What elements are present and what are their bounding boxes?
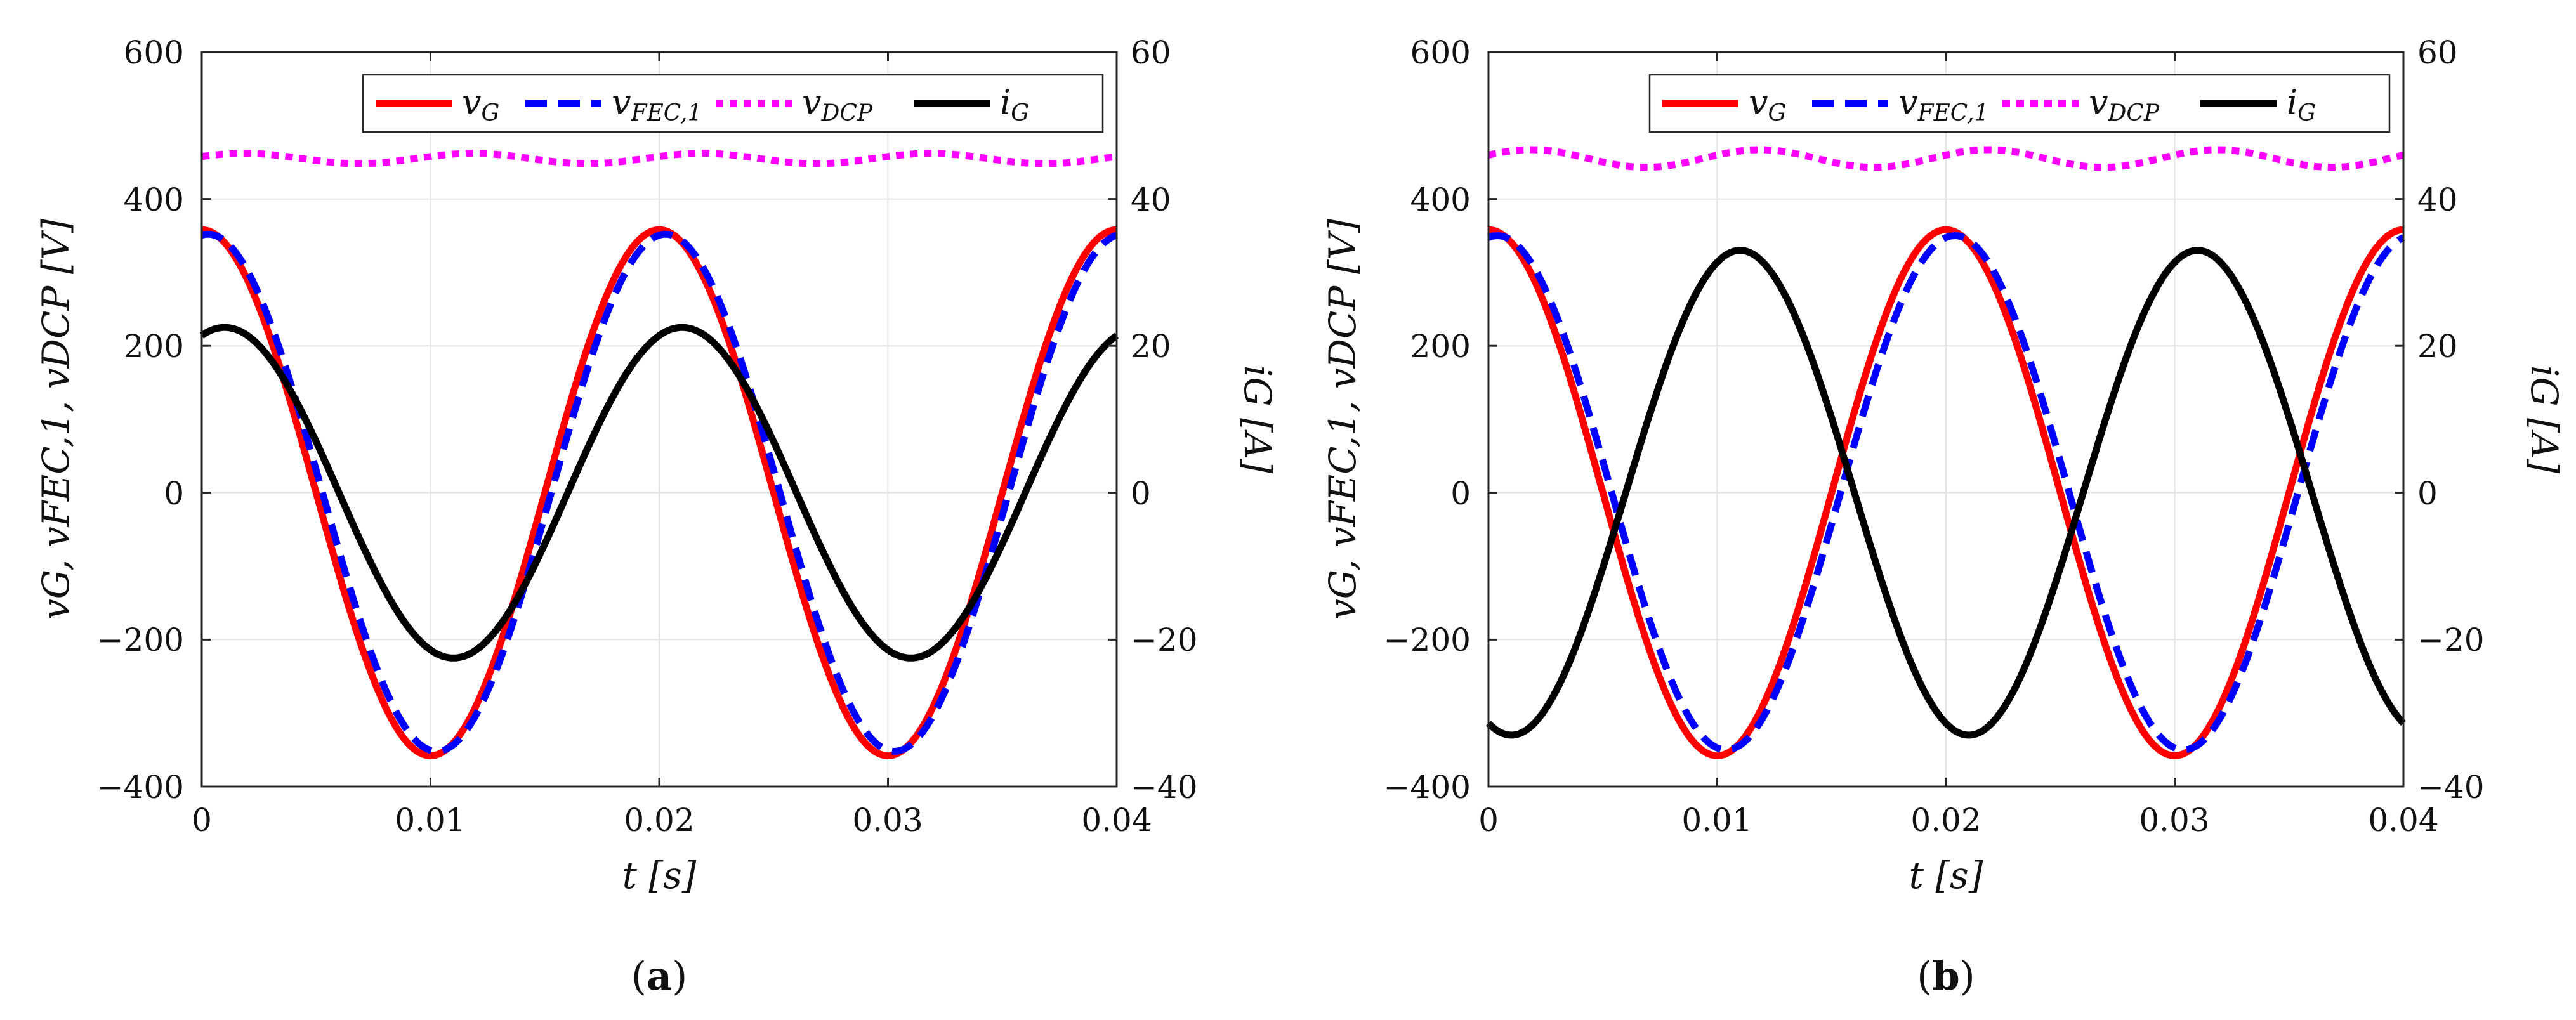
panel-b-y2tick-label: 40 — [2417, 181, 2458, 218]
panel-b-ytick-label: −400 — [1384, 769, 1471, 806]
panel-a-y2tick-label: 60 — [1131, 34, 1171, 71]
panel-b-legend-label-vfec: vFEC,1 — [1898, 82, 1988, 126]
panel-a-xtick-label: 0.01 — [395, 802, 465, 839]
panel-a-xtick-label: 0.03 — [852, 802, 923, 839]
panel-a-ytick-label: −400 — [97, 769, 184, 806]
panel-b-ytick-label: 400 — [1410, 181, 1471, 218]
panel-b-series-vdcp — [1486, 146, 2406, 171]
panel-b-legend-label-vg: vG — [1749, 82, 1786, 126]
panel-b-legend-label-vdcp: vDCP — [2089, 82, 2160, 126]
panel-b-ytick-label: −200 — [1384, 622, 1471, 658]
panel-b-ytick-label: 600 — [1410, 34, 1471, 71]
panel-b-y2tick-label: 0 — [2417, 475, 2438, 512]
panel-a-y2tick-label: −20 — [1131, 622, 1198, 658]
panel-a-legend-label-ig: iG — [1000, 82, 1029, 126]
panel-a-y2tick-label: 0 — [1131, 475, 1151, 512]
panel-b-ylabel2: iG [A] — [2523, 365, 2566, 474]
panel-b-y2tick-label: −20 — [2417, 622, 2485, 658]
panel-a-series — [199, 150, 1119, 759]
panel-b-xtick-label: 0.02 — [1910, 802, 1981, 839]
panel-b-series-vg — [1486, 226, 2406, 759]
panel-a-y2tick-label: 20 — [1131, 328, 1171, 365]
panel-a-ytick-label: 0 — [164, 475, 184, 512]
panel-b-y2tick-label: 60 — [2417, 34, 2458, 71]
panel-a-legend-label-vfec: vFEC,1 — [612, 82, 702, 126]
panel-b-caption: (b) — [1917, 953, 1975, 999]
panel-b-xlabel: t [s] — [1909, 854, 1983, 897]
panel-b-legend: vG vFEC,1 vDCP iG — [1648, 74, 2391, 133]
panel-b-ytick-label: 200 — [1410, 328, 1471, 365]
panel-a-ytick-label: −200 — [97, 622, 184, 658]
panel-a-legend-label-vdcp: vDCP — [802, 82, 873, 126]
panel-a-xtick-label: 0.04 — [1081, 802, 1152, 839]
panel-a-ytick-label: 600 — [124, 34, 184, 71]
panel-a: 600 400 200 0 −200 −400 60 40 20 0 −20 −… — [34, 34, 1279, 999]
panel-a-xlabel: t [s] — [622, 854, 697, 897]
panel-a-ytick-label: 400 — [124, 181, 184, 218]
panel-a-legend: vG vFEC,1 vDCP iG — [362, 74, 1104, 133]
panel-a-xtick-label: 0 — [192, 802, 212, 839]
panel-a-legend-label-vg: vG — [462, 82, 499, 126]
panel-a-y2tick-label: 40 — [1131, 181, 1171, 218]
panel-b-xtick-label: 0 — [1478, 802, 1499, 839]
panel-b-xtick-label: 0.04 — [2368, 802, 2438, 839]
panel-a-ylabel2: iG [A] — [1236, 365, 1279, 474]
panel-b-xtick-label: 0.03 — [2139, 802, 2209, 839]
panel-b: 600 400 200 0 −200 −400 60 40 20 0 −20 −… — [1321, 34, 2566, 999]
panel-b-series-ig — [1486, 247, 2406, 739]
panel-a-y2tick-label: −40 — [1131, 769, 1198, 806]
panel-a-ytick-label: 200 — [124, 328, 184, 365]
panel-b-xtick-label: 0.01 — [1681, 802, 1752, 839]
panel-a-series-ig — [199, 324, 1119, 662]
panel-a-caption: (a) — [631, 953, 688, 999]
panel-b-ylabel: vG, vFEC,1, vDCP [V] — [1321, 219, 1364, 620]
panel-a-ticks — [200, 51, 1118, 788]
panel-a-xtick-label: 0.02 — [624, 802, 694, 839]
panel-b-ytick-label: 0 — [1450, 475, 1471, 512]
panel-a-ylabel: vG, vFEC,1, vDCP [V] — [34, 219, 77, 620]
panel-b-y2tick-label: 20 — [2417, 328, 2458, 365]
panel-b-ticks — [1487, 51, 2405, 788]
panel-a-series-vfec1 — [199, 230, 1119, 755]
panel-b-series-vfec1 — [1486, 232, 2406, 754]
panel-b-y2tick-label: −40 — [2417, 769, 2485, 806]
panel-b-series — [1486, 146, 2406, 759]
panel-b-legend-label-ig: iG — [2287, 82, 2316, 126]
panel-a-series-vg — [199, 226, 1119, 759]
